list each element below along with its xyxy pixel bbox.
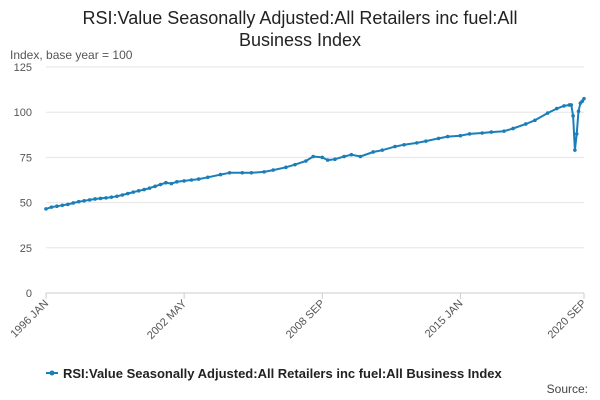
data-point[interactable] <box>349 152 354 157</box>
chart-title-line-1: RSI:Value Seasonally Adjusted:All Retail… <box>83 8 518 28</box>
data-point[interactable] <box>98 196 103 201</box>
data-point[interactable] <box>249 170 254 175</box>
data-point[interactable] <box>573 148 577 152</box>
data-point[interactable] <box>131 190 136 194</box>
data-point[interactable] <box>380 148 385 152</box>
y-tick-label: 125 <box>14 62 32 74</box>
data-point[interactable] <box>142 187 146 192</box>
data-point[interactable] <box>284 165 288 170</box>
data-point[interactable] <box>120 193 125 197</box>
x-axis-ticks: 1996 JAN 2002 MAY 2008 SEP 2015 JAN 2020 SEP <box>8 293 589 342</box>
data-point[interactable] <box>293 162 297 167</box>
data-point[interactable] <box>87 198 92 202</box>
data-point[interactable] <box>189 178 194 182</box>
data-point[interactable] <box>562 104 566 108</box>
data-point[interactable] <box>511 126 515 131</box>
data-point[interactable] <box>196 177 201 181</box>
data-point[interactable] <box>574 132 579 136</box>
data-point[interactable] <box>175 180 179 184</box>
data-point[interactable] <box>169 181 174 186</box>
data-point[interactable] <box>55 204 59 209</box>
chart-title: RSI:Value Seasonally Adjusted:All Retail… <box>83 8 518 50</box>
data-point[interactable] <box>109 195 114 199</box>
data-point[interactable] <box>227 170 232 175</box>
data-point[interactable] <box>480 131 485 135</box>
y-tick-label: 0 <box>26 288 32 300</box>
data-point[interactable] <box>402 142 406 147</box>
data-point[interactable] <box>158 182 163 187</box>
data-point[interactable] <box>262 170 266 174</box>
data-point[interactable] <box>153 184 157 189</box>
data-point[interactable] <box>467 132 472 136</box>
legend[interactable]: RSI:Value Seasonally Adjusted:All Retail… <box>46 366 503 381</box>
data-point[interactable] <box>240 170 245 175</box>
data-point[interactable] <box>414 141 419 145</box>
data-point[interactable] <box>458 133 463 138</box>
series-points <box>44 96 586 211</box>
data-point[interactable] <box>569 103 574 107</box>
data-point[interactable] <box>342 154 346 159</box>
data-point[interactable] <box>125 191 130 196</box>
chart-title-line-2: Business Index <box>239 30 361 50</box>
data-point[interactable] <box>571 114 575 118</box>
data-point[interactable] <box>358 154 363 159</box>
data-point[interactable] <box>304 159 308 163</box>
data-point[interactable] <box>393 144 397 149</box>
series-layer <box>44 96 586 211</box>
data-point[interactable] <box>147 186 152 190</box>
x-tick-label: 2020 SEP <box>546 298 590 342</box>
data-point[interactable] <box>205 175 210 180</box>
data-point[interactable] <box>489 130 494 134</box>
data-point[interactable] <box>582 96 586 101</box>
y-tick-label: 100 <box>14 107 32 119</box>
data-point[interactable] <box>311 154 315 159</box>
data-point[interactable] <box>271 168 275 172</box>
data-point[interactable] <box>82 198 86 203</box>
source-label: Source: <box>547 382 588 396</box>
x-tick-label: 1996 JAN <box>8 298 51 341</box>
y-tick-label: 50 <box>20 198 32 210</box>
y-axis-label: Index, base year = 100 <box>10 48 133 62</box>
data-point[interactable] <box>436 136 441 141</box>
data-point[interactable] <box>115 194 119 199</box>
data-point[interactable] <box>545 111 550 115</box>
data-point[interactable] <box>371 150 375 154</box>
data-point[interactable] <box>502 129 506 133</box>
y-tick-label: 75 <box>20 152 32 164</box>
data-point[interactable] <box>320 155 325 160</box>
x-tick-label: 2002 MAY <box>145 297 190 342</box>
data-point[interactable] <box>44 207 48 211</box>
gridlines <box>46 66 584 294</box>
data-point[interactable] <box>533 118 537 123</box>
data-point[interactable] <box>104 196 108 200</box>
data-point[interactable] <box>333 157 337 162</box>
data-point[interactable] <box>60 203 65 208</box>
data-point[interactable] <box>554 106 559 111</box>
data-point[interactable] <box>71 201 76 205</box>
data-point[interactable] <box>580 99 584 104</box>
data-point[interactable] <box>164 180 168 185</box>
y-axis-ticks: 0 25 50 75 100 125 <box>14 62 32 300</box>
data-point[interactable] <box>576 109 581 114</box>
legend-label: RSI:Value Seasonally Adjusted:All Retail… <box>63 366 503 381</box>
legend-swatch-marker <box>49 370 55 376</box>
data-point[interactable] <box>445 134 450 139</box>
y-tick-label: 25 <box>20 243 32 255</box>
data-point[interactable] <box>424 139 428 143</box>
x-tick-label: 2015 JAN <box>423 298 466 341</box>
data-point[interactable] <box>93 197 97 201</box>
data-point[interactable] <box>325 158 330 162</box>
data-point[interactable] <box>136 189 141 193</box>
x-tick-label: 2008 SEP <box>284 298 328 342</box>
data-point[interactable] <box>76 199 81 204</box>
data-point[interactable] <box>182 179 186 183</box>
data-point[interactable] <box>524 122 528 126</box>
data-point[interactable] <box>66 202 70 207</box>
data-point[interactable] <box>218 172 223 177</box>
data-point[interactable] <box>49 205 54 209</box>
